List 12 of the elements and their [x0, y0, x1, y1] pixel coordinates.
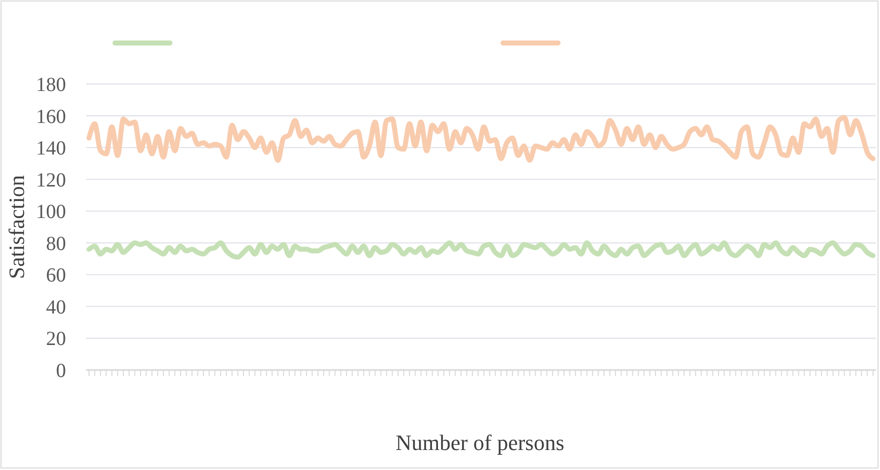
y-tick-label: 140 — [36, 138, 66, 160]
y-tick-label: 60 — [46, 264, 66, 287]
y-tick-label: 40 — [46, 296, 66, 318]
y-tick-label: 80 — [46, 232, 66, 255]
y-tick-label: 0 — [56, 360, 66, 382]
y-tick-label: 180 — [36, 74, 66, 96]
y-tick-label: 120 — [36, 169, 66, 192]
y-axis-title: Satisfaction — [4, 175, 29, 279]
y-tick-label: 100 — [36, 201, 66, 224]
y-tick-label: 160 — [36, 106, 66, 128]
y-tick-label: 20 — [46, 328, 66, 350]
x-axis-title: Number of persons — [396, 430, 564, 455]
